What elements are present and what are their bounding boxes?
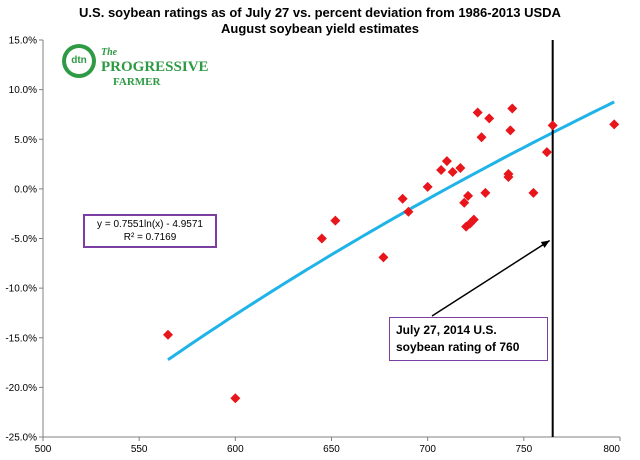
data-point	[230, 393, 241, 404]
y-tick-label: 0.0%	[14, 184, 37, 195]
data-point	[397, 193, 408, 204]
data-point	[503, 171, 514, 182]
data-point	[441, 156, 452, 167]
data-point	[472, 107, 483, 118]
x-tick-label: 500	[35, 444, 52, 455]
rating-annotation-box: July 27, 2014 U.S. soybean rating of 760	[389, 317, 548, 361]
x-tick-label: 800	[603, 444, 620, 455]
data-point	[476, 132, 487, 143]
equation-line: y = 0.7551ln(x) - 4.9571	[97, 219, 203, 230]
y-tick-label: -15.0%	[5, 333, 37, 344]
r-squared-line: R² = 0.7169	[123, 232, 177, 243]
data-point	[403, 206, 414, 217]
data-point	[436, 165, 447, 176]
dtn-badge-icon: dtn	[62, 44, 96, 78]
data-point	[163, 329, 174, 340]
logo-line1: The	[101, 47, 118, 58]
annotation-line1: July 27, 2014 U.S.	[396, 323, 497, 337]
data-point	[507, 103, 518, 114]
data-point	[463, 190, 474, 201]
logo-wordmark: The PROGRESSIVE FARMER	[101, 45, 209, 90]
annotation-arrow	[431, 239, 551, 317]
data-point	[541, 147, 552, 158]
y-tick-label: 15.0%	[9, 36, 37, 47]
y-tick-label: -25.0%	[5, 433, 37, 444]
trendline-equation-box: y = 0.7551ln(x) - 4.9571 R² = 0.7169	[83, 214, 217, 248]
data-point	[422, 181, 433, 192]
data-point	[316, 233, 327, 244]
progressive-farmer-logo: dtn The PROGRESSIVE FARMER	[62, 44, 209, 88]
data-point	[609, 119, 620, 130]
x-tick-label: 650	[323, 444, 340, 455]
y-tick-label: 5.0%	[14, 135, 37, 146]
x-tick-label: 600	[227, 444, 244, 455]
data-point	[528, 187, 539, 198]
logo-line3: FARMER	[113, 76, 161, 88]
data-point	[547, 120, 558, 131]
chart-title-line2: August soybean yield estimates	[221, 21, 419, 36]
y-tick-label: -10.0%	[5, 284, 37, 295]
trendline	[167, 100, 615, 361]
arrow-head-icon	[540, 240, 550, 248]
data-point	[505, 125, 516, 136]
y-tick-label: 10.0%	[9, 85, 37, 96]
annotation-line2: soybean rating of 760	[396, 340, 520, 354]
data-point	[468, 214, 479, 225]
y-tick-label: -5.0%	[11, 234, 37, 245]
data-point	[459, 197, 470, 208]
dtn-badge-text: dtn	[66, 48, 92, 74]
y-tick-label: -20.0%	[5, 383, 37, 394]
chart-title-line1: U.S. soybean ratings as of July 27 vs. p…	[79, 5, 561, 20]
data-point	[330, 215, 341, 226]
data-point	[480, 187, 491, 198]
data-point	[378, 252, 389, 263]
x-tick-label: 550	[131, 444, 148, 455]
x-tick-label: 750	[515, 444, 532, 455]
data-point	[484, 113, 495, 124]
data-point	[447, 167, 458, 178]
logo-line2: PROGRESSIVE	[101, 59, 209, 75]
x-tick-label: 700	[419, 444, 436, 455]
data-point	[455, 163, 466, 174]
